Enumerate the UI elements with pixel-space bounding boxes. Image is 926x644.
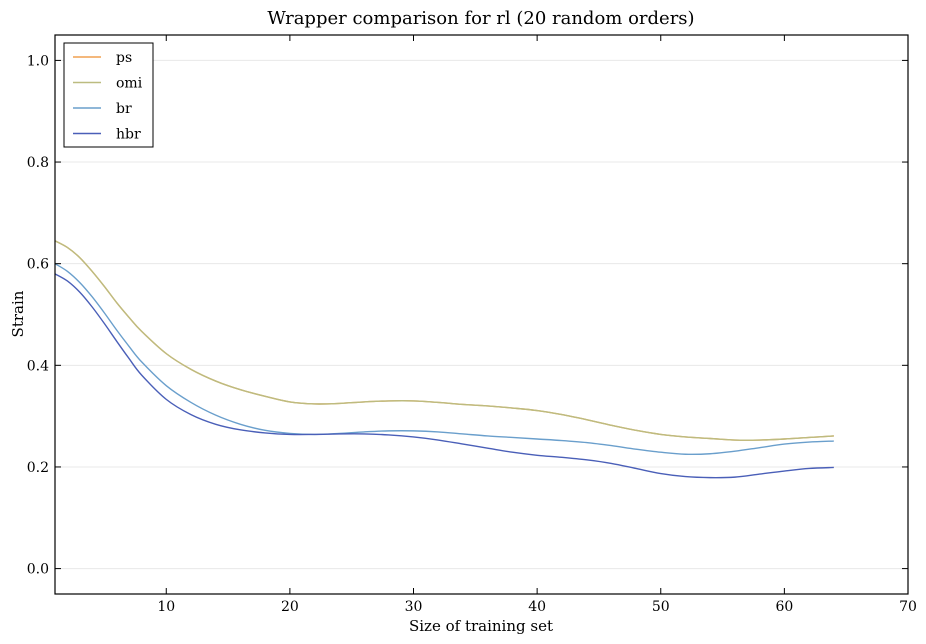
x-axis: 10 20 30 40 50 60 70 — [157, 35, 917, 615]
y-axis-label: Strain — [9, 290, 27, 337]
x-tick-label-0: 10 — [157, 599, 175, 615]
y-tick-label-3: 0.6 — [27, 257, 49, 273]
legend-label-hbr: hbr — [116, 127, 141, 143]
series-line-omi — [54, 240, 834, 441]
legend-label-br: br — [116, 101, 132, 117]
legend-label-omi: omi — [116, 76, 143, 92]
y-axis: 0.0 0.2 0.4 0.6 0.8 1.0 — [27, 53, 908, 578]
y-tick-label-0: 0.0 — [27, 562, 49, 578]
plot-frame — [54, 34, 909, 595]
chart-title: Wrapper comparison for rl (20 random ord… — [267, 8, 694, 29]
x-tick-label-4: 50 — [652, 599, 670, 615]
grid-lines — [55, 59, 908, 570]
x-tick-label-6: 70 — [899, 599, 917, 615]
legend-label-ps: ps — [116, 50, 132, 66]
x-tick-label-2: 30 — [405, 599, 423, 615]
legend: ps omi br hbr — [63, 42, 154, 148]
x-tick-label-3: 40 — [528, 599, 546, 615]
y-tick-label-2: 0.4 — [27, 358, 49, 374]
series-line-hbr — [54, 273, 834, 479]
x-axis-label: Size of training set — [409, 617, 553, 635]
legend-box — [63, 42, 154, 148]
series-layer — [54, 240, 834, 479]
y-tick-label-4: 0.8 — [27, 155, 49, 171]
series-line-ps — [54, 240, 834, 441]
series-line-br — [54, 263, 834, 456]
x-tick-label-1: 20 — [281, 599, 299, 615]
y-tick-label-1: 0.2 — [27, 460, 49, 476]
x-tick-label-5: 60 — [775, 599, 793, 615]
y-tick-label-5: 1.0 — [27, 53, 49, 69]
